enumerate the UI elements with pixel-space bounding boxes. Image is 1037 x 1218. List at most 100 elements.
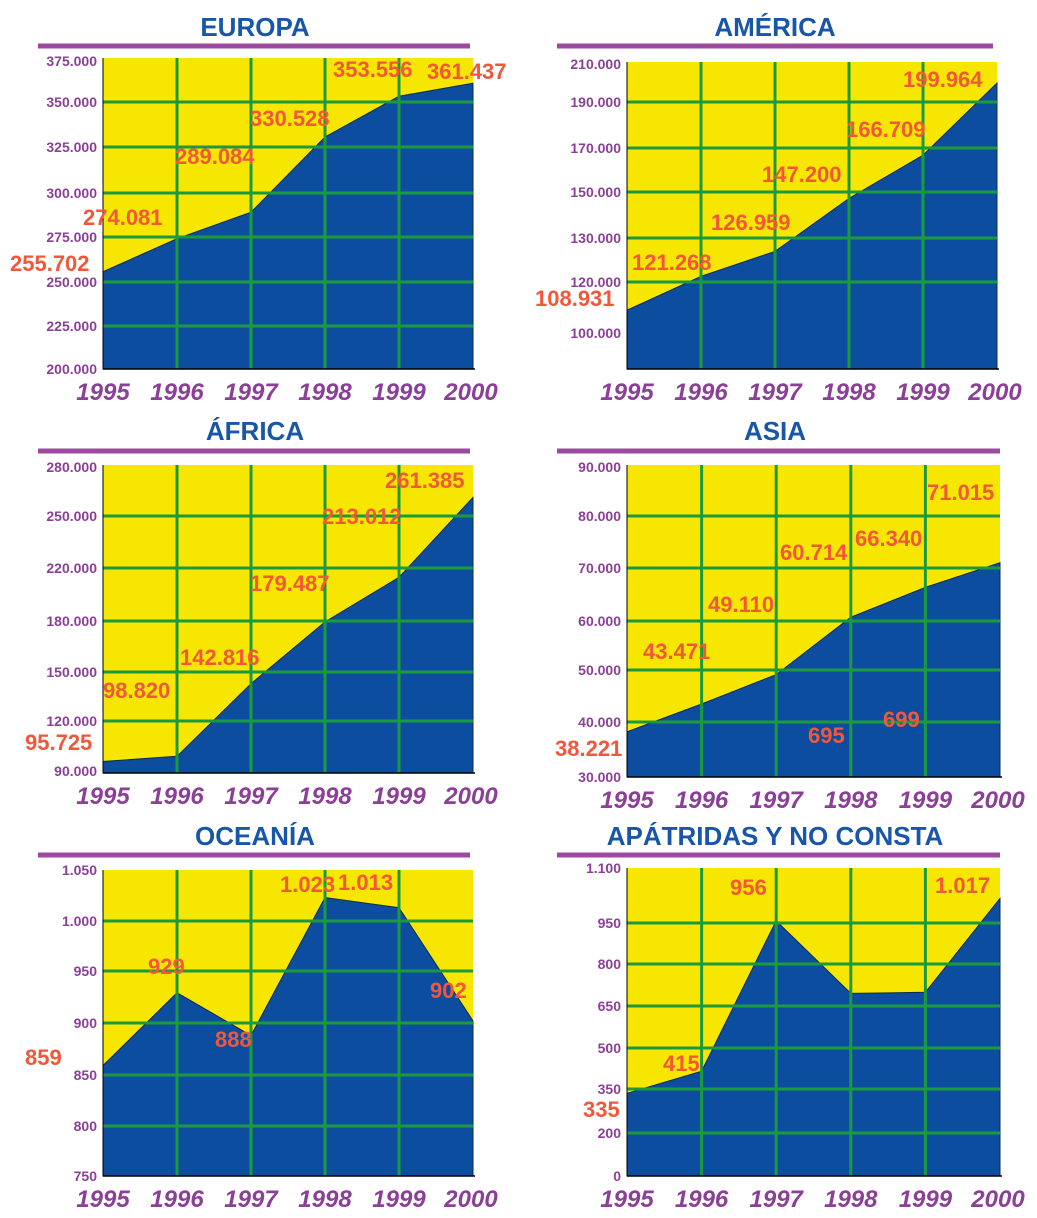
data-label: 49.110 xyxy=(708,592,774,617)
data-label: 929 xyxy=(148,954,185,979)
y-tick-label: 325.000 xyxy=(46,139,97,155)
x-tick-label: 1995 xyxy=(600,379,654,406)
y-tick-label: 225.000 xyxy=(46,318,97,334)
data-label: 199.964 xyxy=(903,67,983,92)
y-tick-label: 0 xyxy=(613,1168,621,1184)
x-tick-label: 2000 xyxy=(970,787,1025,814)
y-tick-label: 1.050 xyxy=(62,862,97,878)
y-tick-label: 30.000 xyxy=(578,769,621,785)
data-label: 859 xyxy=(25,1045,62,1070)
chart-panel: ASIA 30.000 40.000 50.000 60.000 70.000 80.000… xyxy=(555,416,1025,814)
data-label: 60.714 xyxy=(780,540,848,565)
chart-title: OCEANÍA xyxy=(195,821,315,851)
data-label: 38.221 xyxy=(555,736,622,761)
data-label: 695 xyxy=(808,723,845,748)
y-tick-label: 120.000 xyxy=(46,713,97,729)
x-tick-label: 1997 xyxy=(748,379,803,406)
chart-title: ÁFRICA xyxy=(206,416,304,446)
y-tick-label: 350.000 xyxy=(46,94,97,110)
x-tick-label: 1999 xyxy=(372,783,426,810)
data-label: 1.023 xyxy=(280,872,335,897)
y-tick-label: 90.000 xyxy=(578,459,621,475)
y-tick-label: 280.000 xyxy=(46,459,97,475)
y-tick-label: 180.000 xyxy=(46,613,97,629)
y-tick-label: 1.100 xyxy=(586,860,621,876)
x-tick-label: 1995 xyxy=(600,1186,654,1213)
y-tick-label: 250.000 xyxy=(46,508,97,524)
data-label: 335 xyxy=(583,1097,620,1122)
y-tick-label: 250.000 xyxy=(46,274,97,290)
x-tick-label: 1998 xyxy=(824,1186,878,1213)
data-label: 98.820 xyxy=(103,678,170,703)
y-tick-label: 40.000 xyxy=(578,714,621,730)
y-tick-label: 200.000 xyxy=(46,361,97,377)
y-tick-label: 850 xyxy=(74,1067,98,1083)
x-tick-label: 1998 xyxy=(824,787,878,814)
data-label: 699 xyxy=(883,707,920,732)
x-tick-label: 1997 xyxy=(750,787,805,814)
data-label: 126.959 xyxy=(711,210,791,235)
data-label: 66.340 xyxy=(855,526,922,551)
y-tick-label: 650 xyxy=(598,998,622,1014)
x-tick-label: 1997 xyxy=(224,379,279,406)
x-tick-label: 2000 xyxy=(443,783,498,810)
y-tick-label: 70.000 xyxy=(578,560,621,576)
y-tick-label: 900 xyxy=(74,1015,98,1031)
x-tick-label: 1995 xyxy=(600,787,654,814)
x-tick-label: 1996 xyxy=(675,787,729,814)
chart-panel: AMÉRICA 100.000 120.000 130.000 150.000 170.0… xyxy=(535,12,1022,406)
y-tick-label: 800 xyxy=(74,1118,98,1134)
x-tick-label: 1995 xyxy=(76,379,130,406)
y-tick-label: 500 xyxy=(598,1040,622,1056)
x-tick-label: 1999 xyxy=(896,379,950,406)
data-label: 255.702 xyxy=(10,251,90,276)
data-label: 888 xyxy=(215,1027,252,1052)
x-tick-label: 1999 xyxy=(372,379,426,406)
x-tick-label: 1998 xyxy=(298,783,352,810)
y-tick-label: 350 xyxy=(598,1081,622,1097)
x-tick-label: 2000 xyxy=(967,379,1022,406)
chart-panel: ÁFRICA 90.000 120.000 150.000 180.000 220.000… xyxy=(25,416,498,810)
y-tick-label: 50.000 xyxy=(578,662,621,678)
data-label: 956 xyxy=(730,875,767,900)
y-tick-label: 950 xyxy=(598,915,622,931)
y-tick-label: 210.000 xyxy=(570,56,621,72)
data-label: 1.013 xyxy=(338,870,393,895)
x-tick-label: 1998 xyxy=(822,379,876,406)
y-tick-label: 150.000 xyxy=(570,184,621,200)
x-tick-label: 1999 xyxy=(372,1186,426,1213)
data-label: 43.471 xyxy=(643,639,710,664)
x-tick-label: 2000 xyxy=(443,379,498,406)
data-label: 902 xyxy=(430,978,467,1003)
chart-panel: APÁTRIDAS Y NO CONSTA 0 200 350 500 650 800 950… xyxy=(557,707,1025,1213)
data-label: 108.931 xyxy=(535,286,615,311)
chart-title: EUROPA xyxy=(200,12,310,42)
data-label: 261.385 xyxy=(385,468,465,493)
x-tick-label: 1996 xyxy=(150,379,204,406)
y-tick-label: 90.000 xyxy=(54,763,97,779)
data-label: 289.084 xyxy=(175,144,255,169)
chart-title: AMÉRICA xyxy=(714,12,836,42)
y-tick-label: 120.000 xyxy=(570,274,621,290)
x-tick-label: 1996 xyxy=(674,379,728,406)
chart-panel: OCEANÍA 750 800 850 900 950 1.000 1.050 1995 1996… xyxy=(25,821,498,1213)
data-label: 415 xyxy=(663,1051,700,1076)
data-label: 95.725 xyxy=(25,730,92,755)
y-tick-label: 220.000 xyxy=(46,560,97,576)
data-label: 71.015 xyxy=(927,480,994,505)
x-tick-label: 1999 xyxy=(899,1186,953,1213)
chart-title: ASIA xyxy=(744,416,806,446)
y-tick-label: 150.000 xyxy=(46,664,97,680)
x-tick-label: 1996 xyxy=(675,1186,729,1213)
y-tick-label: 170.000 xyxy=(570,140,621,156)
x-tick-label: 1998 xyxy=(298,1186,352,1213)
y-tick-label: 190.000 xyxy=(570,94,621,110)
data-label: 361.437 xyxy=(427,59,507,84)
data-label: 1.017 xyxy=(935,873,990,898)
y-tick-label: 800 xyxy=(598,956,622,972)
data-label: 274.081 xyxy=(83,205,163,230)
x-tick-label: 2000 xyxy=(970,1186,1025,1213)
y-tick-label: 100.000 xyxy=(570,325,621,341)
